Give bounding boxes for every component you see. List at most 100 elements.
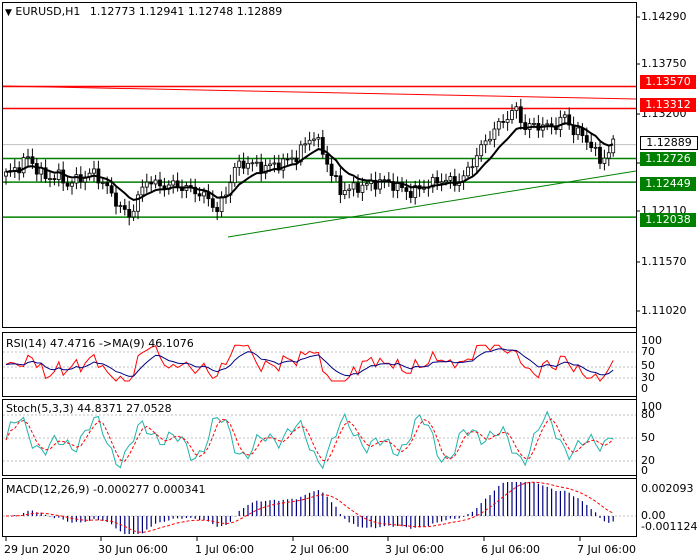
candlestick-series [4, 98, 616, 226]
candle-body [30, 156, 35, 164]
macd-tick: 0.00 [641, 509, 666, 522]
candle-body [122, 205, 127, 210]
candle-body [21, 157, 26, 174]
macd-tick: -0.001124 [641, 520, 698, 533]
candle-body [118, 205, 123, 208]
candle-body [48, 178, 52, 180]
candle-body [175, 180, 180, 188]
candle-body [241, 160, 246, 169]
candle-body [281, 158, 286, 171]
current-price-tag: 1.12889 [640, 136, 698, 150]
candle-body [496, 121, 501, 130]
candle-body [312, 138, 316, 141]
candle-body [593, 146, 598, 149]
candle-body [329, 163, 334, 176]
candle-body [439, 181, 444, 184]
candle-body [158, 179, 162, 187]
candle-body [259, 161, 264, 174]
main-price-panel[interactable] [2, 2, 637, 328]
candle-body [448, 176, 453, 181]
candle-body [320, 137, 325, 155]
support-price-tag: 1.12038 [640, 213, 696, 227]
candle-body [413, 185, 418, 198]
candle-body [523, 122, 528, 130]
candle-body [254, 161, 259, 164]
y-tick-label: 1.11570 [641, 255, 687, 268]
candle-body [92, 168, 96, 174]
candle-body [452, 176, 457, 186]
candle-body [391, 181, 396, 191]
moving-average-line [5, 122, 614, 202]
symbol-timeframe: EURUSD,H1 [15, 5, 81, 18]
x-tick-label: 29 Jun 2020 [4, 543, 71, 556]
candle-body [65, 182, 70, 187]
candle-body [56, 169, 61, 180]
support-trendline [227, 170, 637, 238]
candle-body [470, 166, 475, 169]
candle-body [43, 167, 48, 180]
candle-body [316, 137, 321, 140]
macd-signal-line [6, 481, 614, 533]
rsi-label: RSI(14) 47.4716 ->MA(9) 46.1076 [6, 337, 194, 350]
macd-panel[interactable] [2, 478, 637, 537]
candle-body [294, 157, 299, 163]
candle-body [606, 152, 611, 159]
candle-body [210, 198, 215, 208]
candle-body [576, 127, 580, 136]
stoch-tick: 20 [641, 454, 655, 467]
rsi-tick: 30 [641, 371, 655, 384]
candle-body [479, 144, 484, 157]
candle-body [105, 182, 110, 187]
candle-body [356, 182, 360, 193]
candle-body [237, 160, 242, 168]
candle-body [285, 158, 290, 161]
candle-body [114, 192, 118, 207]
candle-body [303, 143, 308, 146]
candle-body [263, 165, 268, 174]
candle-body [246, 162, 250, 169]
candle-body [483, 140, 488, 146]
candle-body [74, 174, 79, 184]
macd-label: MACD(12,26,9) -0.000277 0.000341 [6, 483, 206, 496]
candle-body [360, 184, 365, 193]
candle-body [492, 128, 497, 140]
candle-body [202, 191, 206, 197]
candle-body [197, 193, 202, 197]
x-tick-label: 3 Jul 06:00 [385, 543, 444, 556]
candle-body [545, 123, 550, 126]
candle-body [219, 196, 224, 212]
rsi-tick: 100 [641, 334, 662, 347]
candle-body [501, 121, 506, 123]
time-axis-ticks [5, 537, 581, 541]
candle-body [232, 166, 237, 184]
collapse-triangle-icon[interactable]: ▼ [5, 8, 12, 18]
candle-body [52, 178, 57, 180]
price-axis-ticks [636, 16, 640, 312]
candle-body [518, 106, 523, 123]
support-price-tag: 1.12726 [640, 152, 696, 166]
candle-body [364, 183, 369, 186]
stoch-tick: 0 [641, 464, 648, 477]
candle-body [325, 153, 330, 165]
candle-body [378, 179, 382, 190]
candle-body [562, 114, 567, 118]
candle-body [193, 186, 198, 195]
candle-body [149, 181, 154, 185]
rsi-tick: 0 [641, 382, 648, 395]
x-tick-label: 1 Jul 06:00 [195, 543, 254, 556]
stoch-tick: 80 [641, 408, 655, 421]
candle-body [532, 123, 536, 125]
candle-body [34, 163, 39, 175]
y-tick-label: 1.11020 [641, 304, 687, 317]
rsi-panel[interactable] [2, 332, 637, 397]
candle-body [342, 190, 347, 196]
stoch-label: Stoch(5,3,3) 44.8371 27.0528 [6, 402, 172, 415]
candle-body [131, 210, 136, 218]
rsi-ma-line [5, 348, 614, 377]
resistance-price-tag: 1.13570 [640, 75, 696, 89]
candle-body [127, 208, 132, 218]
candle-body [140, 186, 145, 196]
x-tick-label: 2 Jul 06:00 [290, 543, 349, 556]
candle-body [584, 135, 589, 143]
